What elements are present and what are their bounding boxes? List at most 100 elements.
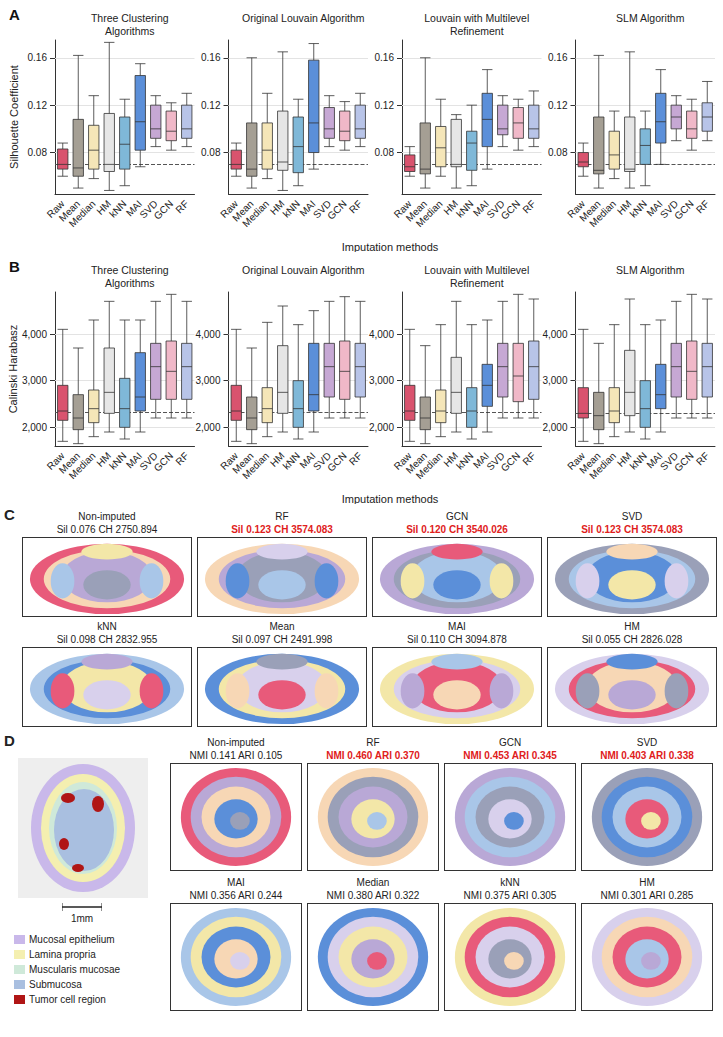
svg-text:Raw: Raw	[391, 198, 414, 220]
svg-text:3,000: 3,000	[542, 375, 567, 386]
svg-text:0.16: 0.16	[548, 52, 568, 63]
svg-text:Mean: Mean	[577, 450, 603, 476]
svg-text:0.16: 0.16	[201, 52, 221, 63]
svg-text:Mean: Mean	[403, 198, 430, 224]
svg-text:RF: RF	[173, 450, 190, 467]
svg-text:kNN: kNN	[280, 450, 303, 472]
svg-text:kNN: kNN	[627, 450, 650, 472]
svg-text:GCN: GCN	[672, 450, 695, 473]
svg-text:0.12: 0.12	[201, 100, 221, 111]
svg-text:Imputation methods: Imputation methods	[342, 241, 439, 253]
svg-text:Mean: Mean	[577, 198, 603, 224]
svg-text:Silhouette Coefficient: Silhouette Coefficient	[8, 65, 20, 169]
svg-text:Algorithms: Algorithms	[105, 25, 155, 37]
svg-text:SVD: SVD	[484, 198, 507, 221]
svg-text:Refinement: Refinement	[450, 25, 504, 37]
svg-text:0.12: 0.12	[375, 100, 395, 111]
svg-text:kNN: kNN	[454, 450, 476, 472]
svg-text:Median: Median	[587, 450, 618, 481]
svg-text:Raw: Raw	[44, 198, 67, 220]
svg-text:GCN: GCN	[672, 198, 695, 221]
svg-text:Median: Median	[240, 198, 271, 229]
svg-text:SLM Algorithm: SLM Algorithm	[616, 12, 685, 24]
svg-text:4,000: 4,000	[195, 329, 220, 340]
svg-text:RF: RF	[347, 198, 364, 215]
svg-text:0.12: 0.12	[548, 100, 568, 111]
svg-text:SVD: SVD	[137, 450, 160, 473]
svg-text:Raw: Raw	[218, 198, 241, 220]
svg-text:GCN: GCN	[152, 450, 175, 473]
svg-text:RF: RF	[173, 198, 190, 215]
svg-text:Raw: Raw	[218, 450, 241, 472]
svg-text:Mean: Mean	[230, 198, 256, 224]
svg-text:0.16: 0.16	[28, 52, 48, 63]
svg-text:SVD: SVD	[484, 450, 507, 473]
svg-text:2,000: 2,000	[22, 422, 47, 433]
svg-text:Raw: Raw	[565, 198, 588, 220]
svg-text:Original Louvain Algorithm: Original Louvain Algorithm	[242, 12, 365, 24]
svg-text:0.08: 0.08	[201, 147, 221, 158]
svg-text:GCN: GCN	[499, 198, 522, 221]
svg-text:Mean: Mean	[230, 450, 256, 476]
svg-text:RF: RF	[694, 450, 711, 467]
svg-text:RF: RF	[520, 450, 537, 467]
svg-text:SVD: SVD	[137, 198, 160, 221]
svg-text:Original Louvain Algorithm: Original Louvain Algorithm	[242, 264, 365, 276]
svg-text:3,000: 3,000	[195, 375, 220, 386]
svg-text:SVD: SVD	[310, 198, 334, 221]
svg-text:SVD: SVD	[310, 450, 334, 473]
svg-text:Raw: Raw	[44, 450, 67, 472]
svg-text:0.08: 0.08	[548, 147, 568, 158]
svg-text:Mean: Mean	[56, 450, 83, 476]
svg-text:Three Clustering: Three Clustering	[91, 264, 169, 276]
svg-text:Mean: Mean	[56, 198, 83, 224]
svg-text:0.16: 0.16	[375, 52, 395, 63]
svg-text:Median: Median	[414, 450, 445, 481]
svg-text:4,000: 4,000	[22, 329, 47, 340]
svg-text:3,000: 3,000	[22, 375, 47, 386]
svg-text:Mean: Mean	[403, 450, 430, 476]
svg-text:SLM Algorithm: SLM Algorithm	[616, 264, 685, 276]
svg-text:Louvain with Multilevel: Louvain with Multilevel	[424, 264, 529, 276]
svg-text:A: A	[9, 6, 20, 23]
svg-text:Raw: Raw	[565, 450, 588, 472]
svg-text:Raw: Raw	[391, 450, 414, 472]
svg-text:kNN: kNN	[627, 198, 650, 220]
svg-text:4,000: 4,000	[542, 329, 567, 340]
svg-text:kNN: kNN	[107, 450, 129, 472]
svg-text:SVD: SVD	[657, 198, 681, 221]
svg-text:GCN: GCN	[499, 450, 522, 473]
svg-text:4,000: 4,000	[369, 329, 394, 340]
svg-text:Imputation methods: Imputation methods	[342, 493, 439, 505]
svg-text:Median: Median	[587, 198, 618, 229]
svg-text:kNN: kNN	[280, 198, 303, 220]
svg-text:MAI: MAI	[123, 198, 145, 219]
svg-text:GCN: GCN	[152, 198, 175, 221]
svg-text:Refinement: Refinement	[450, 277, 504, 289]
svg-text:RF: RF	[347, 450, 364, 467]
svg-text:GCN: GCN	[325, 450, 348, 473]
svg-text:SVD: SVD	[657, 450, 681, 473]
svg-text:Three Clustering: Three Clustering	[91, 12, 169, 24]
svg-text:GCN: GCN	[325, 198, 348, 221]
svg-text:kNN: kNN	[454, 198, 476, 220]
svg-text:2,000: 2,000	[369, 422, 394, 433]
svg-text:3,000: 3,000	[369, 375, 394, 386]
svg-text:Median: Median	[67, 450, 98, 481]
svg-text:B: B	[9, 258, 20, 275]
svg-text:0.12: 0.12	[28, 100, 48, 111]
svg-text:Median: Median	[414, 198, 445, 229]
svg-text:2,000: 2,000	[195, 422, 220, 433]
svg-text:Louvain with Multilevel: Louvain with Multilevel	[424, 12, 529, 24]
svg-text:RF: RF	[694, 198, 711, 215]
svg-text:0.08: 0.08	[375, 147, 395, 158]
svg-text:RF: RF	[520, 198, 537, 215]
svg-text:Calinski Harabasz: Calinski Harabasz	[7, 325, 19, 414]
svg-text:2,000: 2,000	[542, 422, 567, 433]
svg-text:Median: Median	[67, 198, 98, 229]
svg-text:Median: Median	[240, 450, 271, 481]
svg-text:Algorithms: Algorithms	[105, 277, 155, 289]
svg-text:MAI: MAI	[297, 198, 318, 219]
svg-text:kNN: kNN	[107, 198, 129, 220]
svg-text:0.08: 0.08	[28, 147, 48, 158]
